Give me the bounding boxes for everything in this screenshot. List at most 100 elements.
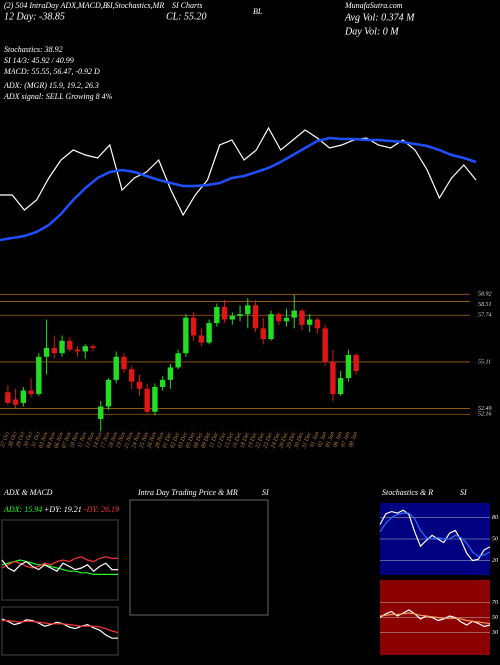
header-text: CL: 55.20 <box>166 11 207 22</box>
x-tick-label: 10 Nov <box>69 431 81 449</box>
x-tick-label: 08 Jan <box>348 431 359 448</box>
info-text: Stochastics: 38.92 <box>4 45 63 54</box>
candle-body <box>221 307 228 320</box>
y-tick-label: 50 <box>492 536 498 542</box>
intraday-panel <box>129 499 269 616</box>
candle-body <box>136 381 143 389</box>
x-tick-label: 18 Dec <box>239 431 251 449</box>
candle-body <box>105 379 112 407</box>
x-tick-label: 29 Dec <box>286 431 298 449</box>
x-tick-label: 31 Oct <box>30 431 42 449</box>
candle-body <box>36 356 42 395</box>
y-tick-label: 20 <box>492 558 498 564</box>
candle-body <box>237 314 243 316</box>
candle-body <box>299 310 305 325</box>
x-tick-label: 23 Dec <box>263 431 275 449</box>
header-text: BL <box>253 7 263 16</box>
panel-title: Intra Day Trading Price & MR <box>137 488 238 497</box>
x-tick-label: 31 Dec <box>301 431 313 450</box>
x-tick-label: 02 Jan <box>317 431 328 448</box>
x-tick-label: 25 Nov <box>139 431 151 449</box>
header-text: MunafaSutra.com <box>344 1 403 10</box>
y-tick-label: 58.92 <box>478 292 492 298</box>
x-tick-label: 27 Oct <box>0 431 11 449</box>
line-series <box>0 136 477 242</box>
x-tick-label: 19 Dec <box>247 431 259 449</box>
candle-body <box>12 399 19 405</box>
x-tick-label: 07 Nov <box>61 431 73 449</box>
x-tick-label: 29 Oct <box>15 431 26 449</box>
y-tick-label: 50 <box>492 615 498 621</box>
line-series <box>1 559 118 573</box>
x-tick-label: 12 Dec <box>216 431 228 449</box>
x-tick-label: 12 Nov <box>85 431 97 449</box>
x-tick-label: 30 Oct <box>23 431 35 449</box>
candle-body <box>252 305 259 329</box>
candle-body <box>276 314 282 322</box>
x-tick-label: 01 Dec <box>162 431 174 449</box>
x-tick-label: 09 Dec <box>201 431 213 449</box>
y-tick-label: 52.49 <box>478 405 492 412</box>
x-tick-label: 28 Oct <box>8 431 19 449</box>
x-tick-label: 30 Dec <box>293 431 305 450</box>
y-tick-label: 55.11 <box>478 359 491 365</box>
indicator-label: -DY: 26.19 <box>84 505 119 514</box>
x-tick-label: 03 Dec <box>178 431 190 449</box>
candle-body <box>345 355 352 379</box>
x-tick-label: 18 Nov <box>108 431 120 449</box>
candle-body <box>322 328 328 363</box>
candle-body <box>330 362 336 395</box>
candle-body <box>337 378 344 395</box>
candle-body <box>245 305 251 315</box>
info-text: SI 14/3: 45.92 / 40.99 <box>4 56 74 65</box>
candle-body <box>198 335 205 343</box>
panel-border <box>1 606 119 656</box>
x-tick-label: 08 Dec <box>193 431 205 449</box>
header-text: (2) 504 IntraDay ADX,MACD,B <box>4 1 108 10</box>
header-text: Day Vol: 0 M <box>344 26 399 37</box>
candle-body <box>98 406 104 419</box>
x-tick-label: 16 Dec <box>232 431 244 449</box>
y-tick-label: 57.74 <box>478 312 492 319</box>
candle-body <box>260 328 266 340</box>
candle-body <box>283 317 290 322</box>
indicator-label: +DY: 19.21 <box>44 505 82 514</box>
candle-body <box>5 392 11 403</box>
candle-body <box>74 349 81 352</box>
y-tick-label: 80 <box>492 515 498 521</box>
x-tick-label: 26 Nov <box>147 431 159 449</box>
x-tick-label: 02 Dec <box>170 431 182 449</box>
candle-body <box>121 356 127 370</box>
line-series <box>379 612 491 625</box>
x-tick-label: 06 Nov <box>54 431 66 449</box>
candle-body <box>268 314 274 340</box>
header-text: SI,Stochastics,MR <box>106 1 164 10</box>
header-text: 12 Day: -38.85 <box>4 11 65 22</box>
candle-body <box>152 386 158 412</box>
line-series <box>1 559 118 575</box>
x-tick-label: 07 Jan <box>340 431 351 448</box>
candle-body <box>20 390 27 403</box>
indicator-label: ADX: 15.94 <box>3 505 42 514</box>
candle-body <box>90 346 96 348</box>
candle-body <box>291 310 297 318</box>
x-tick-label: 26 Dec <box>278 431 290 449</box>
candle-body <box>159 379 166 387</box>
x-tick-label: 19 Nov <box>116 431 128 449</box>
y-tick-label: 30 <box>491 630 498 636</box>
candle-body <box>206 323 212 343</box>
candle-body <box>51 347 58 354</box>
x-tick-label: 01 Jan <box>309 431 320 448</box>
x-tick-label: 03 Nov <box>38 431 50 449</box>
candle-body <box>229 315 236 320</box>
candle-body <box>306 319 313 325</box>
x-tick-label: 22 Dec <box>255 431 267 449</box>
panel-title: ADX & MACD <box>3 488 53 497</box>
candle-body <box>214 307 220 324</box>
candle-body <box>175 353 181 368</box>
x-tick-label: 17 Nov <box>100 431 112 449</box>
candle-body <box>128 369 135 382</box>
line-series <box>379 509 491 562</box>
